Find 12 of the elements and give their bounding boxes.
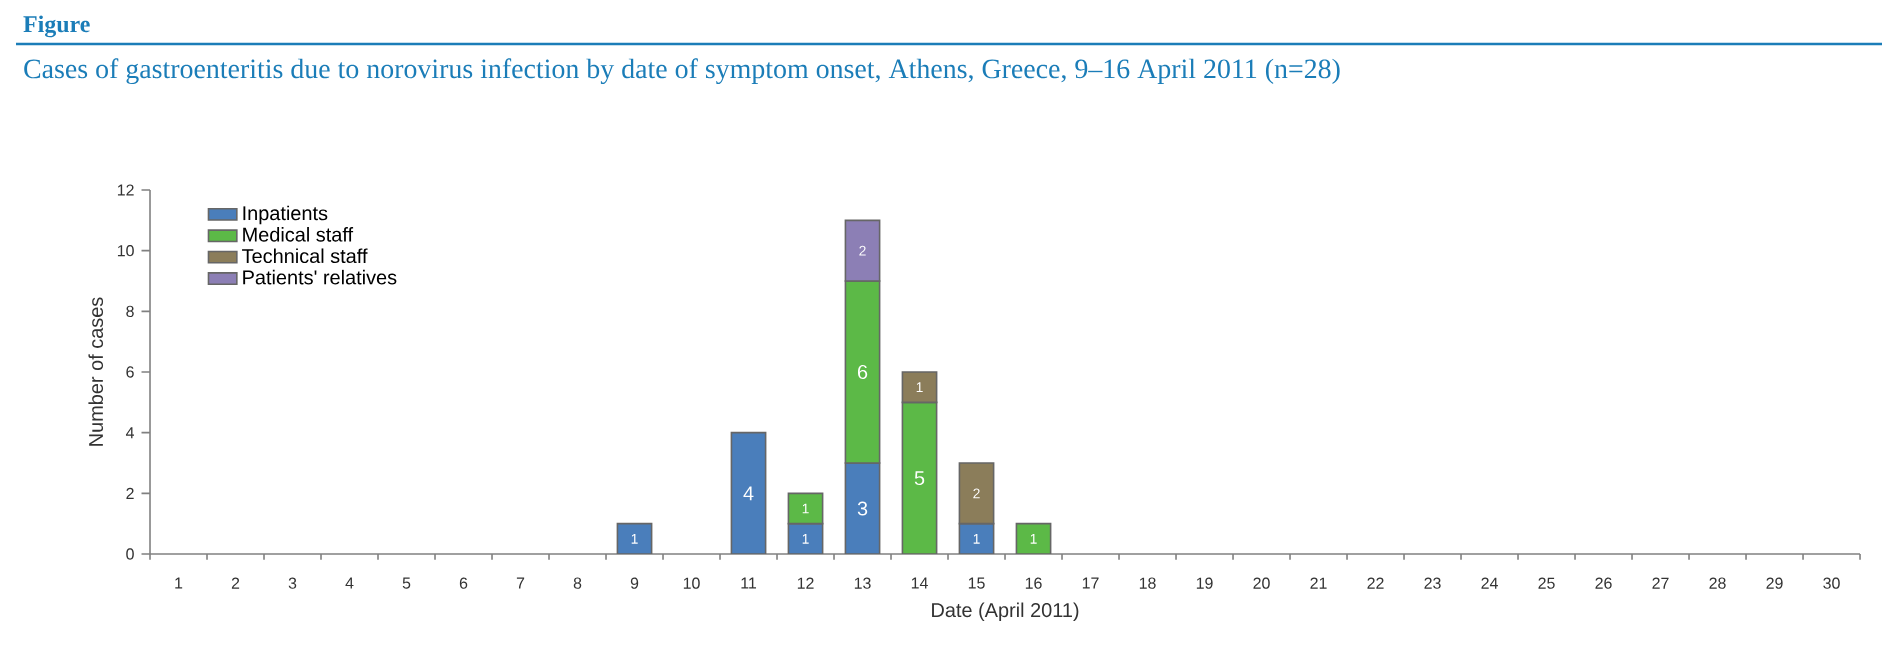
legend-label: Inpatients	[243, 205, 328, 225]
data-label: 4	[743, 486, 754, 501]
chart-title: Figure	[23, 15, 90, 38]
data-label: 3	[857, 501, 868, 516]
y-axis-title: Number of cases	[88, 297, 104, 446]
data-label: 5	[914, 471, 925, 486]
x-axis-title: Date (April 2011)	[932, 602, 1079, 622]
data-label: 6	[857, 364, 868, 380]
legend-label: Medical staff	[243, 227, 354, 242]
legend-label: Technical staff	[242, 248, 368, 264]
chart-subtitle: Cases of gastroenteritis due to norovirus infection by date of symptom onset, Athens, Greece, 9–16 April 2011 (n=28)	[24, 58, 1340, 85]
legend-label: Patients' relatives	[243, 269, 397, 285]
